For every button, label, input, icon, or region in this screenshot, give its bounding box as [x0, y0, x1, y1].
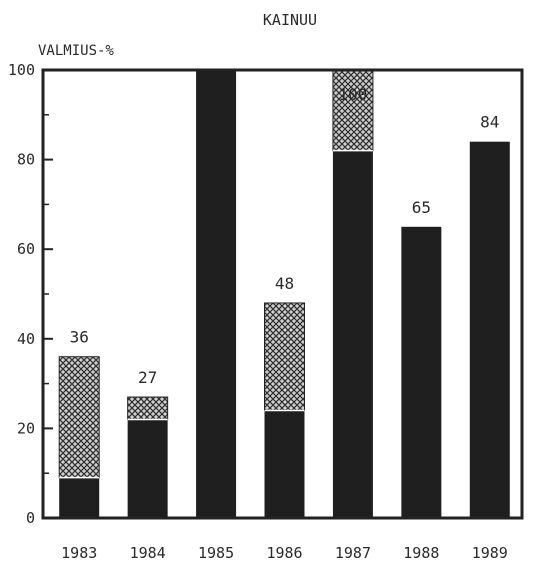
data-label-1988: 65 — [412, 198, 431, 217]
y-axis-ticks: 0 20 40 60 80 100 — [8, 61, 53, 527]
data-label-1986: 48 — [275, 274, 294, 293]
x-label-1986: 1986 — [266, 544, 302, 562]
plot-frame — [41, 68, 524, 520]
x-label-1987: 1987 — [335, 544, 371, 562]
y-tick-label-80: 80 — [17, 151, 35, 169]
bar-solid-1984 — [127, 419, 168, 518]
bars — [58, 69, 510, 519]
bar-solid-1987 — [332, 150, 373, 518]
bar-solid-1986 — [264, 410, 305, 518]
y-tick-label-40: 40 — [17, 330, 35, 348]
bar-solid-1983 — [59, 477, 100, 518]
x-label-1983: 1983 — [61, 544, 97, 562]
bar-solid-1989 — [469, 141, 510, 518]
bar-hatched-1984 — [127, 396, 169, 420]
data-labels: 36 27 48 100 65 84 — [70, 85, 500, 387]
y-tick-label-60: 60 — [17, 240, 35, 258]
data-label-1984: 27 — [138, 368, 157, 387]
x-axis-labels: 1983 1984 1985 1986 1987 1988 1989 — [61, 544, 508, 562]
bar-hatched-1983 — [58, 356, 100, 479]
data-label-1987: 100 — [338, 85, 367, 104]
data-label-1983: 36 — [70, 328, 89, 347]
x-label-1989: 1989 — [472, 544, 508, 562]
chart-title: KAINUU — [263, 11, 317, 29]
y-tick-label-0: 0 — [26, 509, 35, 527]
bar-hatched-1986 — [264, 302, 305, 411]
bar-solid-1988 — [401, 226, 442, 519]
x-label-1988: 1988 — [403, 544, 439, 562]
bar-solid-1985 — [196, 70, 237, 518]
x-label-1985: 1985 — [198, 544, 234, 562]
y-tick-label-20: 20 — [17, 419, 35, 437]
x-label-1984: 1984 — [130, 544, 166, 562]
data-label-1989: 84 — [480, 113, 499, 132]
y-tick-label-100: 100 — [8, 61, 35, 79]
bar-hatched-1987 — [332, 69, 374, 152]
y-axis-label: VALMIUS-% — [38, 43, 114, 59]
